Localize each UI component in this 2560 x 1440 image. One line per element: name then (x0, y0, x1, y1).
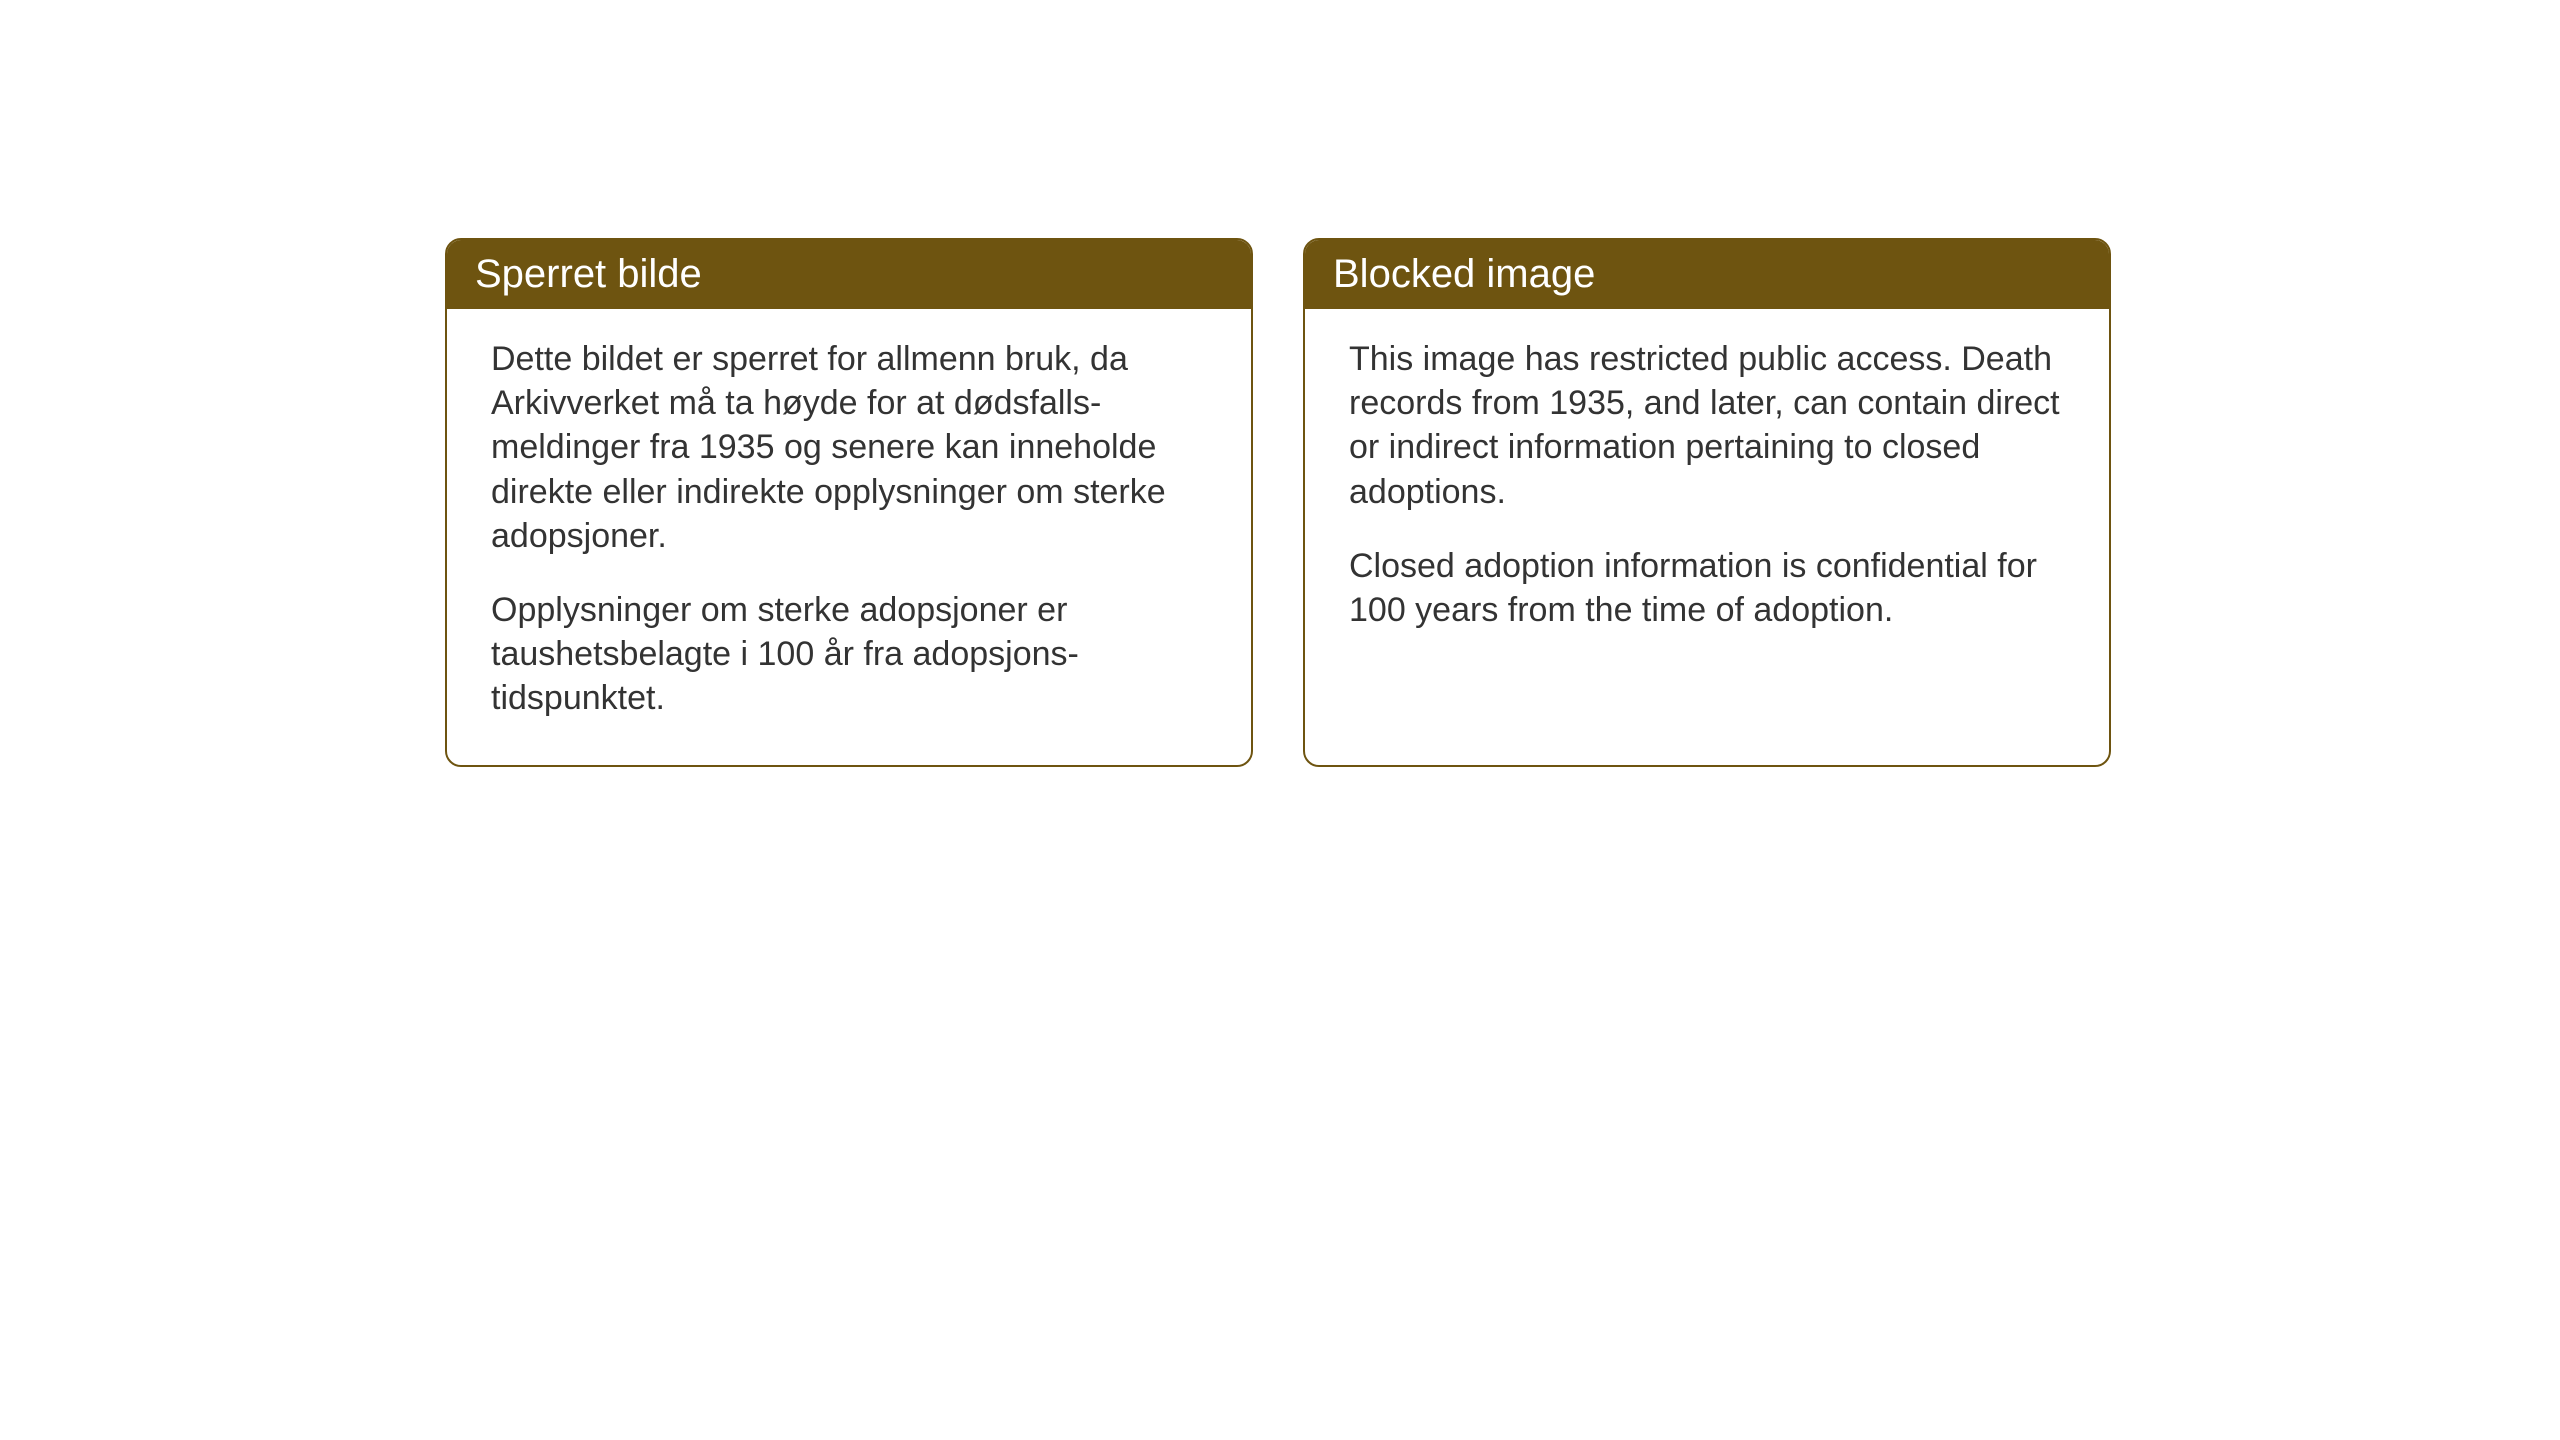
notice-container: Sperret bilde Dette bildet er sperret fo… (445, 238, 2111, 767)
notice-paragraph-2-english: Closed adoption information is confident… (1349, 544, 2065, 632)
notice-title-english: Blocked image (1333, 252, 1595, 296)
notice-header-english: Blocked image (1305, 240, 2109, 309)
notice-body-norwegian: Dette bildet er sperret for allmenn bruk… (447, 309, 1251, 765)
notice-body-english: This image has restricted public access.… (1305, 309, 2109, 676)
notice-paragraph-2-norwegian: Opplysninger om sterke adopsjoner er tau… (491, 588, 1207, 721)
notice-box-english: Blocked image This image has restricted … (1303, 238, 2111, 767)
notice-paragraph-1-english: This image has restricted public access.… (1349, 337, 2065, 514)
notice-header-norwegian: Sperret bilde (447, 240, 1251, 309)
notice-title-norwegian: Sperret bilde (475, 252, 702, 296)
notice-paragraph-1-norwegian: Dette bildet er sperret for allmenn bruk… (491, 337, 1207, 558)
notice-box-norwegian: Sperret bilde Dette bildet er sperret fo… (445, 238, 1253, 767)
